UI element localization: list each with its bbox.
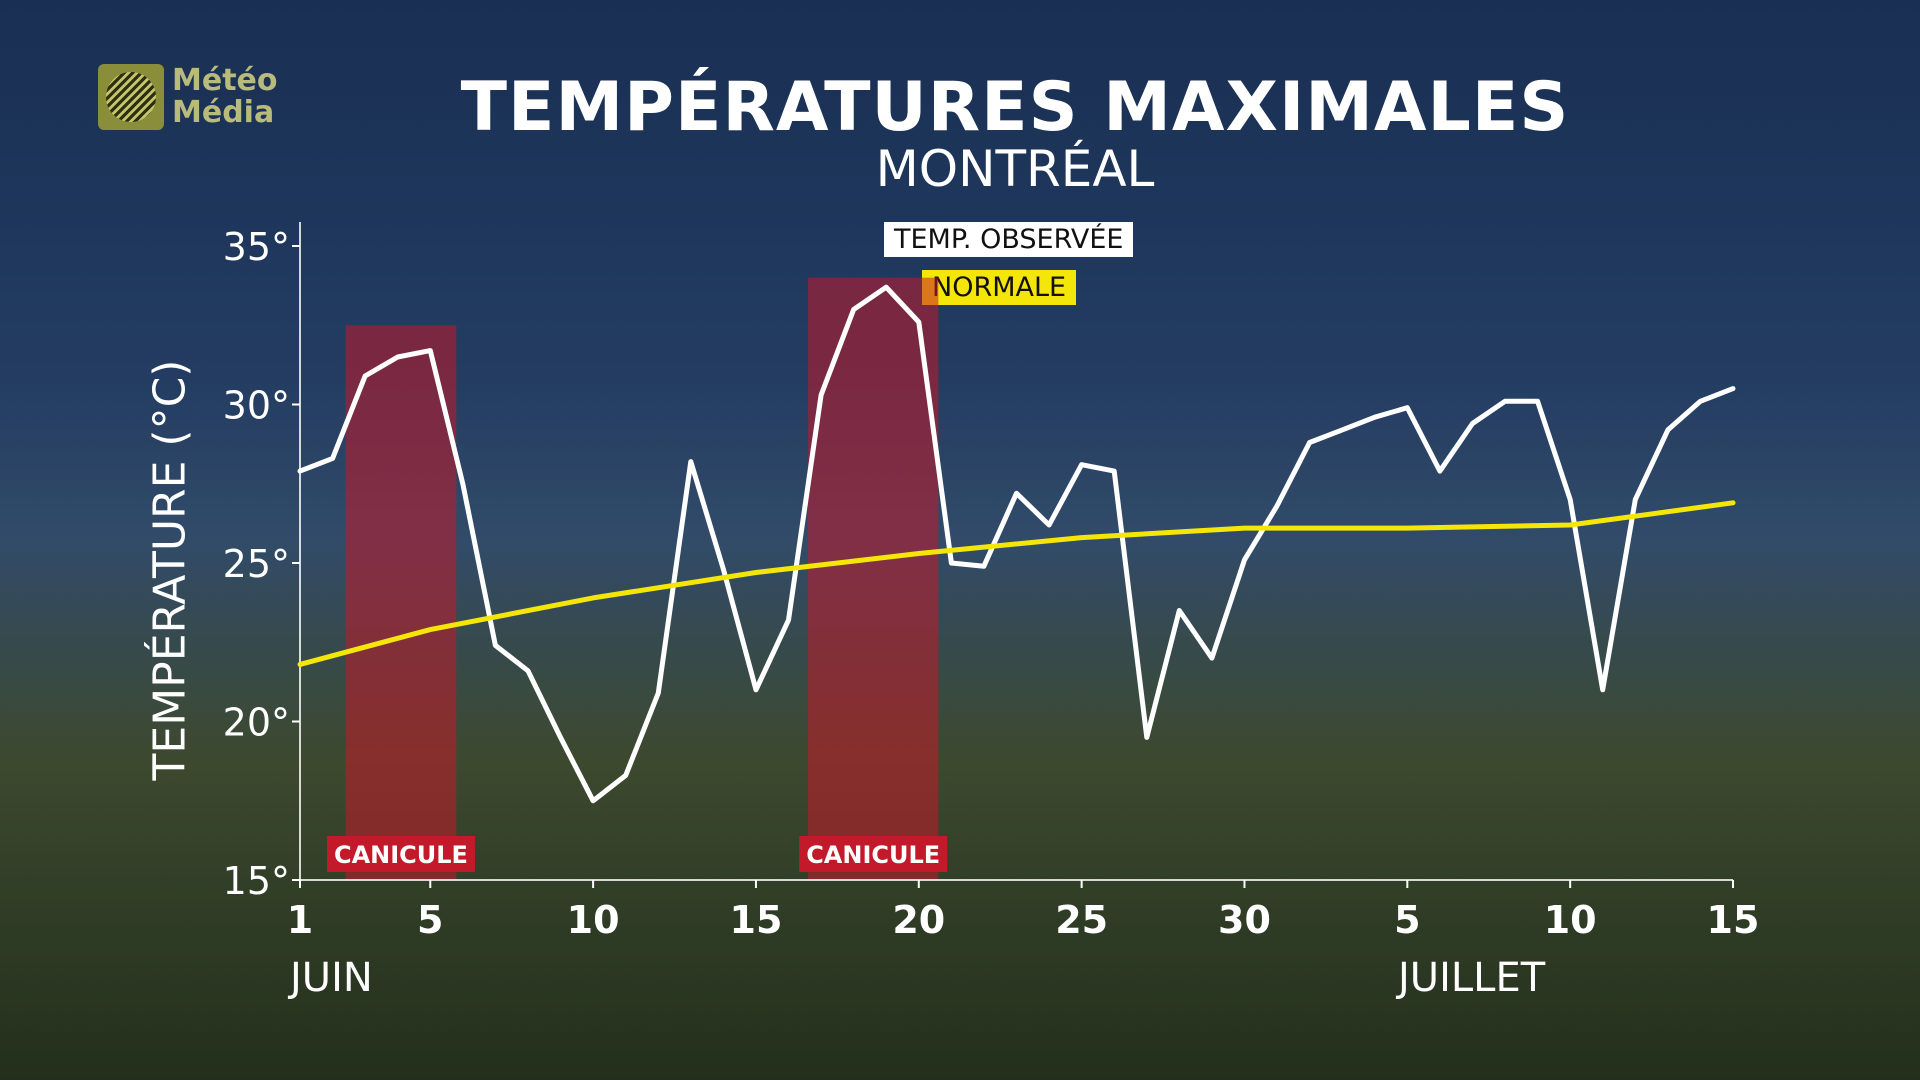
y-tick-label-20: 20° — [223, 701, 290, 745]
y-tick-label-15: 15° — [223, 859, 290, 903]
chart-title: TEMPÉRATURES MAXIMALES — [460, 68, 1570, 147]
globe-icon — [98, 64, 164, 130]
chart-subtitle: MONTRÉAL — [875, 140, 1155, 198]
series-line-observed — [297, 284, 1736, 804]
month-label-juin: JUIN — [290, 955, 373, 1001]
month-label-juillet: JUILLET — [1398, 955, 1546, 1001]
logo-line-2: Média — [172, 95, 275, 130]
x-tick-label-9: 15 — [1707, 898, 1760, 942]
legend-observed: TEMP. OBSERVÉE — [884, 222, 1134, 257]
x-tick-label-2: 10 — [567, 898, 620, 942]
x-tick-label-1: 5 — [417, 898, 443, 942]
canicule-label-bg-1 — [326, 836, 475, 872]
x-tick-label-0: 1 — [287, 898, 313, 942]
canicule-label-bg-2 — [799, 836, 948, 872]
y-tick-label-35: 35° — [223, 225, 290, 269]
x-tick-label-4: 20 — [892, 898, 945, 942]
x-tick-label-5: 25 — [1055, 898, 1108, 942]
canicule-band-1 — [345, 325, 457, 880]
logo-line-1: Météo — [172, 63, 278, 98]
x-tick-label-7: 5 — [1394, 898, 1420, 942]
y-tick-label-30: 30° — [223, 384, 290, 428]
logo-text: Météo Média — [172, 65, 278, 129]
meteomedia-logo: Météo Média — [98, 64, 278, 130]
x-tick-label-6: 30 — [1218, 898, 1271, 942]
canicule-label-2: CANICULE — [806, 841, 940, 869]
y-tick-label-25: 25° — [223, 542, 290, 586]
x-tick-label-8: 10 — [1544, 898, 1597, 942]
legend-normal: NORMALE — [922, 270, 1077, 305]
canicule-label-1: CANICULE — [334, 841, 468, 869]
x-tick-label-3: 15 — [730, 898, 783, 942]
series-line-normal — [297, 500, 1736, 667]
canicule-band-2 — [808, 277, 939, 880]
